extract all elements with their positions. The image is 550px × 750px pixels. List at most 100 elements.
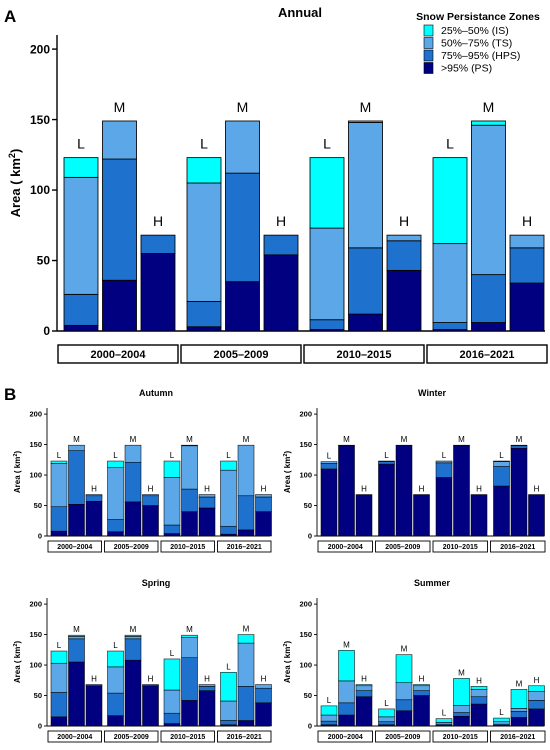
period-strip <box>104 540 159 553</box>
bar-label-l: L <box>226 662 231 671</box>
y-tick-label: 100 <box>30 183 50 197</box>
bar-label-m: M <box>458 668 465 677</box>
chart-title: Winter <box>418 388 446 398</box>
period-strip <box>432 730 488 743</box>
bar-segment-ts <box>386 234 422 242</box>
bar-segment-ps <box>510 717 528 727</box>
bar-segment-ps <box>102 279 137 332</box>
bar-segment-ts <box>355 685 373 691</box>
bar-label-l: L <box>327 452 332 461</box>
bar-segment-hps <box>237 495 255 531</box>
bar-segment-ps <box>395 444 413 537</box>
period-label: 2010–2015 <box>170 734 205 741</box>
bar-segment-ps <box>198 690 216 727</box>
bar-label-m: M <box>130 435 137 444</box>
bar-segment-ps <box>378 463 395 537</box>
bar-label-m: M <box>186 625 193 634</box>
bar-label-h: H <box>261 675 267 684</box>
y-tick-label: 200 <box>29 410 42 419</box>
y-axis-label: Area ( km2) <box>13 641 22 684</box>
bar-segment-ps <box>528 494 545 537</box>
legend-swatch-hps <box>423 49 434 62</box>
bar-segment-hps <box>348 247 383 315</box>
bar-segment-is <box>493 717 510 723</box>
bar-label-l: L <box>384 451 389 460</box>
bar-segment-ts <box>107 666 124 694</box>
period-group: L M H 2016–2021 <box>426 99 548 364</box>
bar-segment-ps <box>509 282 545 332</box>
bar-segment-ps <box>510 447 528 537</box>
bar-segment-ps <box>140 253 176 332</box>
period-label: 2005–2009 <box>114 734 149 741</box>
bar-label-h: H <box>534 676 540 685</box>
bar-segment-ts <box>237 642 255 687</box>
bar-label-l: L <box>384 699 389 708</box>
y-tick-label: 200 <box>299 600 312 609</box>
bar-segment-ts <box>378 460 395 462</box>
bar-segment-hps <box>124 638 142 661</box>
bar-segment-is <box>493 460 510 462</box>
bar-segment-hps <box>378 721 395 726</box>
bar-segment-ts <box>163 477 181 526</box>
y-tick-label: 100 <box>299 471 312 480</box>
bar-segment-ps <box>355 494 373 537</box>
bar-segment-ps <box>220 533 237 537</box>
bar-segment-ts <box>255 684 272 689</box>
bar-segment-ts <box>63 176 99 295</box>
period-strip <box>57 344 179 364</box>
bar-segment-hps <box>432 322 468 331</box>
period-group: L M H 2016–2021 <box>217 625 272 743</box>
bar-segment-is <box>237 634 255 644</box>
legend-swatch-is <box>423 24 434 37</box>
period-label: 2016–2021 <box>459 349 514 361</box>
bar-segment-is <box>528 685 545 692</box>
bar-segment-is <box>181 634 198 638</box>
period-label: 2000–2004 <box>328 544 363 551</box>
bar-segment-hps <box>102 158 137 281</box>
bar-segment-ts <box>142 494 159 497</box>
bar-segment-ps <box>85 685 103 727</box>
period-strip <box>426 344 548 364</box>
bar-segment-ts <box>163 689 181 714</box>
bar-label-m: M <box>130 625 137 634</box>
bar-segment-ps <box>142 505 159 537</box>
bar-segment-ps <box>50 530 68 537</box>
bar-segment-is <box>320 705 338 716</box>
bar-segment-ts <box>198 494 216 498</box>
bar-segment-hps <box>181 657 198 701</box>
bar-segment-ps <box>386 269 422 332</box>
bar-label-m: M <box>483 99 495 115</box>
period-label: 2000–2004 <box>90 349 146 361</box>
bar-segment-ts <box>220 469 237 527</box>
bar-label-l: L <box>170 451 175 460</box>
bar-segment-ps <box>85 500 103 537</box>
bar-label-l: L <box>323 136 331 152</box>
period-strip <box>375 730 431 743</box>
bar-segment-ps <box>142 685 159 727</box>
bar-segment-ps <box>181 511 198 537</box>
period-strip <box>317 540 373 553</box>
bar-segment-ts <box>493 461 510 467</box>
bar-segment-ts <box>220 700 237 721</box>
bar-segment-hps <box>493 466 510 487</box>
bar-label-h: H <box>399 213 409 229</box>
bar-segment-is <box>338 650 355 682</box>
bar-segment-ps <box>493 485 510 537</box>
chart-annual: Annual 0 50 100 150 200 Area ( km2) L M H 2000–200… <box>7 5 548 364</box>
bar-segment-ps <box>186 326 222 332</box>
bar-segment-ps <box>338 445 355 537</box>
bar-segment-is <box>186 157 222 184</box>
bar-segment-ts <box>50 463 68 508</box>
y-axis-label: Area ( km2) <box>283 451 292 494</box>
bar-segment-ts <box>68 636 85 640</box>
period-group: L M H 2000–2004 <box>47 435 103 553</box>
bar-segment-ts <box>509 234 545 249</box>
chart-title: Annual <box>278 5 322 20</box>
bar-label-h: H <box>204 675 210 684</box>
bar-segment-ps <box>471 322 506 332</box>
bar-segment-hps <box>386 240 422 271</box>
period-group: L M H 2010–2015 <box>432 435 488 553</box>
bar-segment-hps <box>163 712 181 724</box>
bar-label-h: H <box>276 213 286 229</box>
bar-label-l: L <box>57 451 62 460</box>
